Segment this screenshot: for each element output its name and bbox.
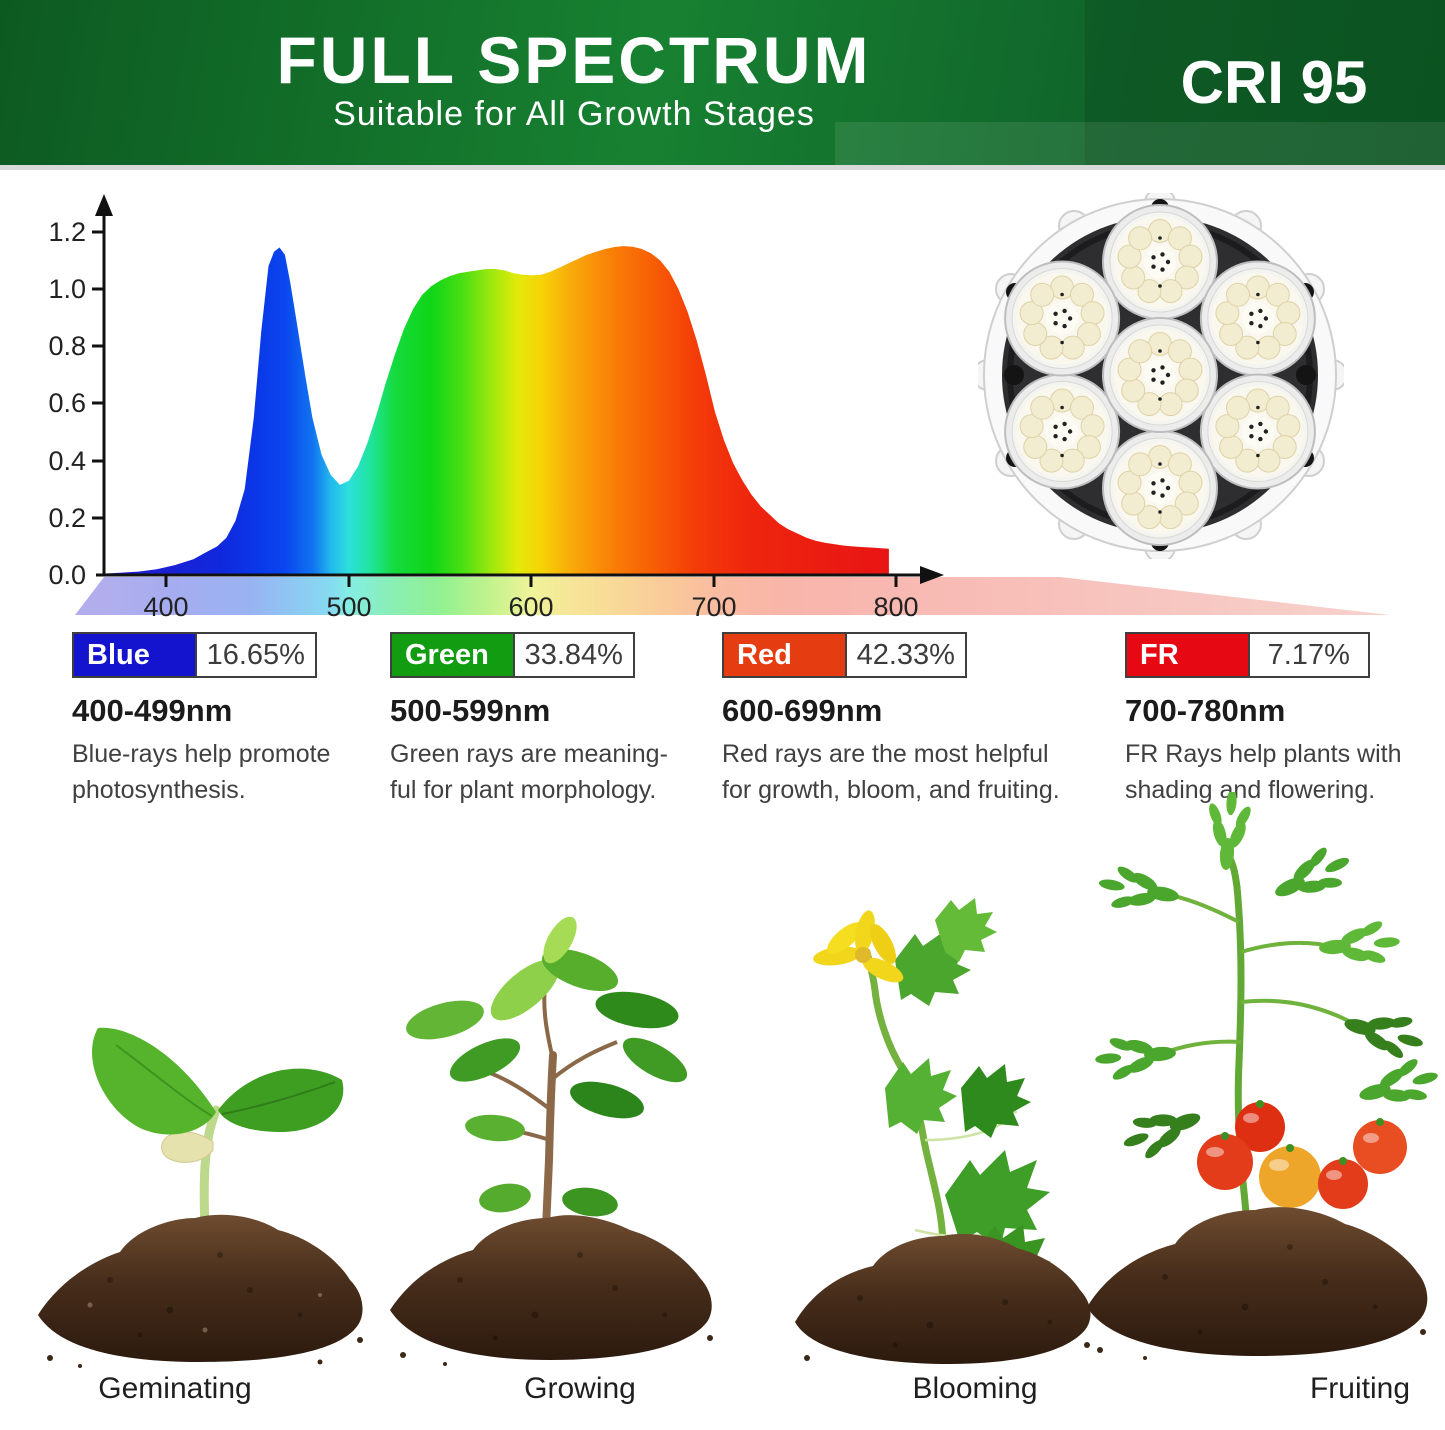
x-tick-label: 500 bbox=[326, 592, 371, 622]
page-subtitle: Suitable for All Growth Stages bbox=[333, 95, 815, 133]
band-chip-label: FR bbox=[1127, 634, 1248, 676]
band-chip: Green 33.84% bbox=[390, 632, 635, 678]
y-tick-label: 0.6 bbox=[48, 388, 86, 418]
band-chip-percent: 16.65% bbox=[194, 634, 315, 676]
header-light-band bbox=[835, 122, 1445, 165]
y-tick-label: 0.8 bbox=[48, 331, 86, 361]
plant-blooming-image bbox=[765, 810, 1145, 1395]
y-tick-label: 0.2 bbox=[48, 503, 86, 533]
band-range: 700-780nm bbox=[1125, 693, 1286, 728]
plant-growing-image bbox=[375, 810, 735, 1395]
spectrum-area bbox=[102, 246, 889, 575]
x-tick-label: 400 bbox=[143, 592, 188, 622]
x-ticks bbox=[164, 575, 898, 587]
stage-label-blooming: Blooming bbox=[912, 1372, 1038, 1405]
band-range: 400-499nm bbox=[72, 693, 233, 728]
band-range: 500-599nm bbox=[390, 693, 551, 728]
band-fr: FR 7.17% 700-780nm FR Rays help plants w… bbox=[1125, 632, 1445, 808]
header-banner: FULL SPECTRUM Suitable for All Growth St… bbox=[0, 0, 1445, 170]
grow-light-image bbox=[972, 187, 1348, 563]
x-tick-label: 600 bbox=[508, 592, 553, 622]
band-blue: Blue 16.65% 400-499nm Blue-rays help pro… bbox=[72, 632, 422, 808]
y-tick-label: 0.0 bbox=[48, 560, 86, 590]
band-range: 600-699nm bbox=[722, 693, 883, 728]
band-description: FR Rays help plants with shading and flo… bbox=[1125, 740, 1402, 804]
cri-badge: CRI 95 bbox=[1180, 49, 1368, 116]
band-chip-percent: 33.84% bbox=[512, 634, 633, 676]
stage-label-fruiting: Fruiting bbox=[1309, 1372, 1411, 1405]
page-title: FULL SPECTRUM bbox=[276, 23, 872, 97]
stage-label-germinating: Geminating bbox=[98, 1372, 252, 1405]
y-ticks bbox=[92, 230, 104, 520]
band-chip: Red 42.33% bbox=[722, 632, 967, 678]
x-axis-arrow-icon bbox=[920, 566, 944, 584]
band-chip-label: Blue bbox=[74, 634, 195, 676]
y-axis-arrow-icon bbox=[95, 194, 113, 216]
flower-icon bbox=[813, 910, 904, 983]
band-chip-percent: 42.33% bbox=[844, 634, 965, 676]
band-chip-percent: 7.17% bbox=[1247, 634, 1368, 676]
plant-fruiting-image bbox=[1075, 787, 1445, 1397]
band-green: Green 33.84% 500-599nm Green rays are me… bbox=[390, 632, 740, 808]
band-description: Red rays are the most helpful for growth… bbox=[722, 740, 1060, 804]
spectrum-chart-svg: 1.2 1.0 0.8 0.6 0.4 0.2 0.0 400 500 600 bbox=[48, 194, 1390, 622]
y-tick-label: 1.0 bbox=[48, 274, 86, 304]
tomatoes bbox=[1197, 1100, 1407, 1209]
x-tick-label: 800 bbox=[873, 592, 918, 622]
band-description: Green rays are meaning- ful for plant mo… bbox=[390, 740, 668, 804]
y-tick-label: 0.4 bbox=[48, 446, 86, 476]
band-chip-label: Red bbox=[724, 634, 845, 676]
header-right-panel bbox=[1085, 0, 1445, 165]
band-description: Blue-rays help promote photosynthesis. bbox=[72, 740, 331, 804]
band-chip-label: Green bbox=[392, 634, 513, 676]
band-red: Red 42.33% 600-699nm Red rays are the mo… bbox=[722, 632, 1072, 808]
band-chip: FR 7.17% bbox=[1125, 632, 1370, 678]
band-chip: Blue 16.65% bbox=[72, 632, 317, 678]
y-tick-label: 1.2 bbox=[48, 217, 86, 247]
x-tick-label: 700 bbox=[691, 592, 736, 622]
stage-label-growing: Growing bbox=[524, 1372, 636, 1405]
spectrum-chart: 1.2 1.0 0.8 0.6 0.4 0.2 0.0 400 500 600 bbox=[0, 180, 1445, 630]
plant-germinating-image bbox=[20, 810, 380, 1395]
light-beam-band bbox=[75, 577, 1390, 615]
